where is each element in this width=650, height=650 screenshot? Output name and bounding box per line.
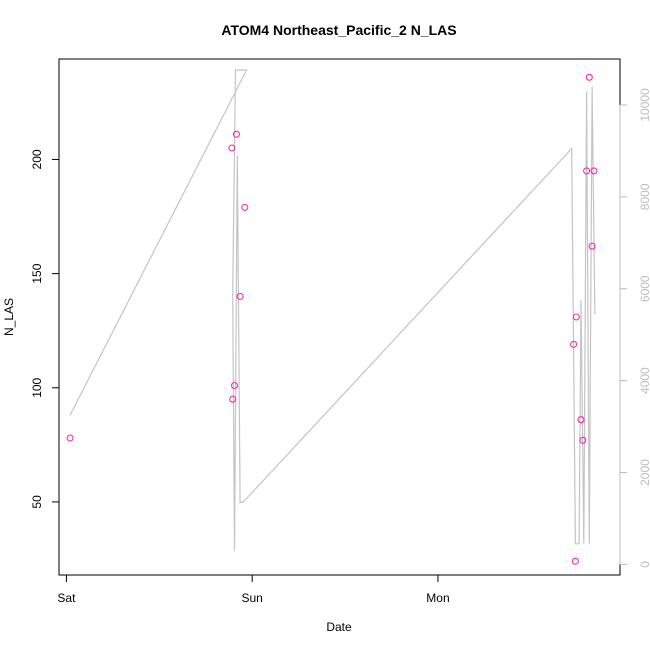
- y2-tick-label: 2000: [638, 459, 650, 486]
- data-point: [571, 557, 579, 565]
- x-tick-label: Sun: [242, 591, 263, 605]
- data-point: [572, 313, 580, 321]
- data-line-layer: [69, 69, 596, 551]
- data-point: [590, 167, 598, 175]
- data-point: [241, 203, 249, 211]
- y-tick-label: 150: [30, 263, 44, 283]
- data-points-layer: [66, 73, 598, 565]
- data-point: [66, 434, 74, 442]
- data-point: [583, 167, 591, 175]
- y-axis-left: 50 100 150 200: [30, 149, 60, 509]
- y-tick-label: 100: [30, 377, 44, 397]
- data-point: [229, 395, 237, 403]
- y2-tick-label: 6000: [638, 275, 650, 302]
- data-point: [230, 381, 239, 390]
- y-tick-label: 200: [30, 149, 44, 169]
- x-tick-label: Sat: [57, 591, 76, 605]
- y2-tick-label: 10000: [638, 88, 650, 122]
- x-axis-label: Date: [326, 620, 352, 634]
- data-point: [570, 340, 578, 348]
- y2-tick-label: 0: [638, 561, 650, 568]
- data-point: [585, 73, 593, 81]
- data-point: [588, 242, 596, 250]
- plot-box: [58, 58, 621, 576]
- y-axis-label: N_LAS: [2, 298, 16, 336]
- y-tick-label: 50: [30, 495, 44, 509]
- x-axis: Sat Sun Mon: [57, 574, 450, 605]
- series-line: [69, 69, 596, 551]
- data-point: [236, 292, 244, 301]
- y-axis-right: 0 2000 4000 6000 8000 10000: [619, 88, 650, 568]
- x-tick-label: Mon: [426, 591, 449, 605]
- y2-tick-label: 4000: [638, 367, 650, 394]
- y2-tick-label: 8000: [638, 183, 650, 210]
- chart-title: ATOM4 Northeast_Pacific_2 N_LAS: [221, 22, 456, 38]
- data-point: [232, 130, 240, 138]
- data-point: [579, 436, 587, 444]
- data-point: [577, 416, 585, 424]
- data-point: [228, 144, 236, 152]
